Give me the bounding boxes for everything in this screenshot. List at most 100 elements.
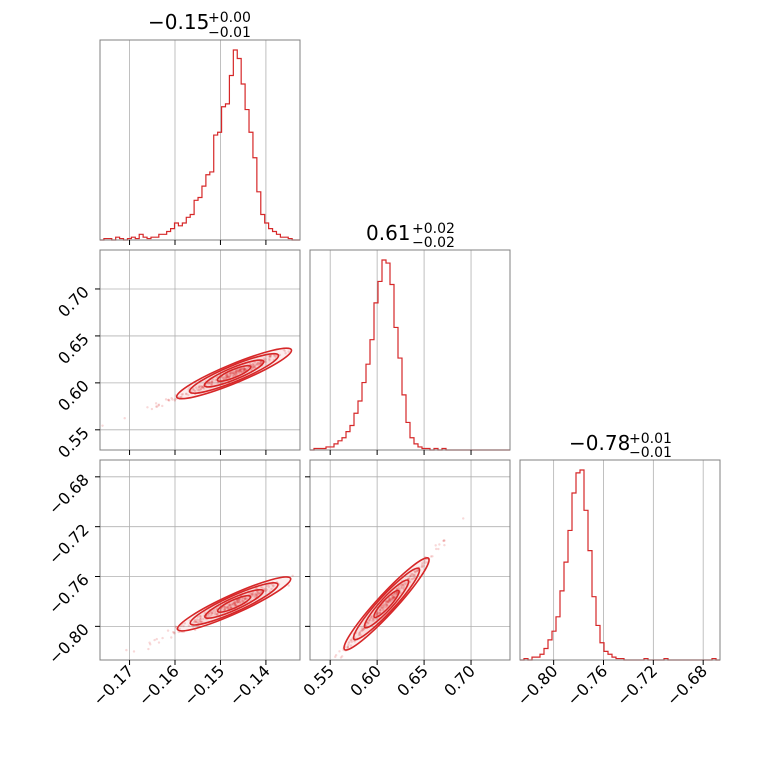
sample-point	[229, 372, 233, 375]
sample-point	[443, 539, 446, 542]
panel-r1-c1	[309, 249, 511, 455]
sample-point	[173, 632, 176, 635]
sample-point	[225, 605, 228, 609]
sample-point	[258, 591, 262, 595]
sample-point	[259, 361, 262, 365]
title-minus: −0.01	[629, 445, 672, 461]
sample-point	[234, 603, 237, 607]
sample-point	[268, 357, 271, 361]
sample-point	[259, 362, 262, 365]
sample-point	[194, 620, 198, 624]
sample-point	[227, 375, 231, 379]
sample-point	[251, 365, 254, 368]
sample-point	[391, 598, 394, 601]
sample-point	[234, 370, 237, 374]
sample-point	[420, 565, 423, 568]
sample-point	[234, 373, 237, 376]
sample-point	[392, 596, 395, 599]
sample-point	[255, 591, 259, 594]
sample-point	[362, 628, 366, 631]
sample-point	[201, 386, 205, 389]
sample-point	[230, 373, 233, 376]
sample-point	[442, 539, 445, 543]
sample-point	[265, 584, 268, 588]
panel-frame	[99, 459, 301, 661]
sample-point	[252, 366, 255, 370]
sample-point	[225, 373, 229, 377]
title-param-1: 0.61 +0.02 −0.02	[366, 221, 455, 251]
sample-point	[395, 591, 398, 594]
sample-point	[194, 389, 197, 393]
sample-point	[167, 398, 170, 402]
sample-point	[408, 575, 412, 578]
sample-point	[415, 569, 419, 573]
panel-frame	[99, 249, 301, 451]
panel-frame	[309, 459, 511, 661]
sample-point	[233, 372, 236, 375]
sample-point	[224, 375, 227, 379]
sample-point	[265, 588, 268, 591]
sample-point	[381, 605, 385, 608]
sample-point	[253, 365, 256, 369]
sample-point	[199, 620, 202, 624]
sample-point	[243, 367, 247, 371]
sample-point	[251, 592, 255, 595]
sample-point	[375, 614, 378, 617]
sample-point	[199, 617, 202, 621]
sample-point	[368, 619, 371, 622]
sample-point	[257, 592, 260, 595]
sample-point	[224, 606, 228, 609]
sample-point	[364, 625, 368, 628]
sample-point	[146, 406, 149, 409]
sample-point	[178, 627, 181, 631]
sample-point	[199, 384, 202, 388]
sample-point	[429, 555, 433, 558]
sample-point	[253, 361, 257, 364]
sample-point	[223, 606, 226, 609]
sample-point	[197, 385, 201, 388]
sample-point	[239, 368, 242, 371]
panel-r2-c1: 0.55 0.60 0.65 0.70	[299, 459, 511, 700]
sample-point	[236, 600, 240, 604]
sample-point	[187, 624, 191, 627]
sample-point	[353, 640, 356, 643]
sample-point	[229, 606, 232, 609]
sample-point	[233, 604, 236, 607]
sample-point	[376, 612, 380, 616]
sample-point	[231, 371, 234, 375]
histogram-step	[520, 469, 720, 661]
sample-point	[234, 603, 237, 606]
sample-point	[255, 594, 258, 597]
sample-point	[263, 357, 266, 360]
sample-point	[236, 369, 239, 373]
sample-point	[233, 601, 236, 605]
x-tick-label: 0.65	[393, 661, 432, 700]
sample-point	[200, 385, 204, 388]
sample-point	[388, 600, 392, 603]
sample-point	[368, 618, 371, 622]
sample-point	[243, 367, 247, 371]
sample-point	[269, 354, 272, 357]
sample-point	[231, 371, 235, 374]
sample-point	[167, 398, 170, 402]
sample-point	[401, 584, 405, 587]
sample-point	[338, 650, 341, 653]
panel-r2-c2: −0.80 −0.76 −0.72 −0.68	[513, 459, 721, 709]
sample-point	[225, 373, 228, 377]
sample-point	[226, 376, 229, 379]
y-tick-label: −0.76	[45, 570, 93, 618]
sample-point	[263, 587, 266, 591]
sample-point	[393, 593, 397, 596]
sample-point	[390, 597, 394, 600]
sample-point	[229, 605, 232, 608]
sample-point	[197, 386, 201, 389]
sample-point	[255, 592, 258, 596]
sample-point	[407, 577, 411, 581]
sample-point	[423, 559, 426, 563]
sample-point	[379, 609, 382, 612]
sample-point	[416, 569, 420, 572]
sample-point	[284, 352, 287, 355]
sample-point	[227, 604, 230, 608]
sample-point	[182, 624, 185, 628]
sample-point	[228, 603, 231, 606]
